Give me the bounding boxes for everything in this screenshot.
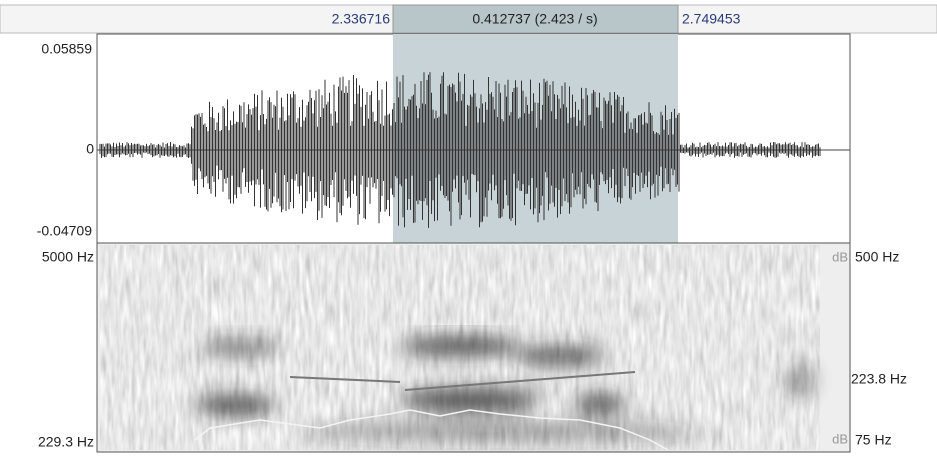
pitch-top: 500 Hz [855,249,899,265]
spectrogram-bottom: 229.3 Hz [38,434,94,450]
sound-view: 2.336716 0.412737 (2.423 / s) 2.749453 0… [0,0,937,460]
selection-duration: 0.412737 (2.423 / s) [472,11,597,27]
waveform-max: 0.05859 [41,41,92,57]
spectrogram-top: 5000 Hz [42,249,94,265]
waveform-zero: 0 [86,141,94,157]
selection-end: 2.749453 [682,11,741,27]
selection-start: 2.336716 [332,11,391,27]
praat-editor: 2.336716 0.412737 (2.423 / s) 2.749453 0… [0,0,937,460]
pitch-value: 223.8 Hz [851,371,907,387]
intensity-unit: dB [832,249,848,264]
waveform-min: -0.04709 [37,223,92,239]
intensity-unit: dB [832,431,848,446]
pitch-bottom: 75 Hz [855,432,892,448]
